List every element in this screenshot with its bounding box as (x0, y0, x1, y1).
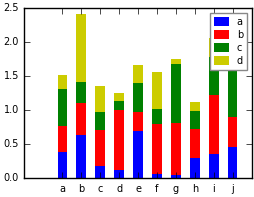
Bar (114, 93, 123, 101)
Bar (152, 174, 161, 178)
Bar (227, 147, 236, 178)
Bar (76, 135, 86, 178)
Bar (152, 124, 161, 174)
Bar (170, 64, 180, 123)
Bar (170, 175, 180, 178)
Bar (133, 83, 142, 112)
Bar (114, 110, 123, 170)
Bar (95, 130, 104, 166)
Bar (208, 154, 218, 178)
Bar (133, 131, 142, 178)
Bar (95, 86, 104, 112)
Bar (76, 82, 86, 103)
Bar (57, 89, 67, 126)
Bar (57, 75, 67, 89)
Bar (76, 14, 86, 82)
Bar (133, 65, 142, 83)
Bar (208, 38, 218, 57)
Bar (189, 111, 199, 129)
Bar (152, 109, 161, 124)
Bar (152, 72, 161, 109)
Bar (189, 158, 199, 178)
Bar (170, 123, 180, 175)
Bar (95, 166, 104, 178)
Bar (208, 57, 218, 95)
Bar (57, 152, 67, 178)
Bar (170, 59, 180, 64)
Bar (76, 103, 86, 135)
Bar (227, 117, 236, 147)
Bar (57, 126, 67, 152)
Bar (208, 95, 218, 154)
Bar (114, 101, 123, 110)
Legend: a, b, c, d: a, b, c, d (210, 13, 246, 70)
Bar (227, 57, 236, 117)
Bar (95, 112, 104, 130)
Bar (133, 112, 142, 131)
Bar (189, 129, 199, 158)
Bar (189, 102, 199, 111)
Bar (114, 170, 123, 178)
